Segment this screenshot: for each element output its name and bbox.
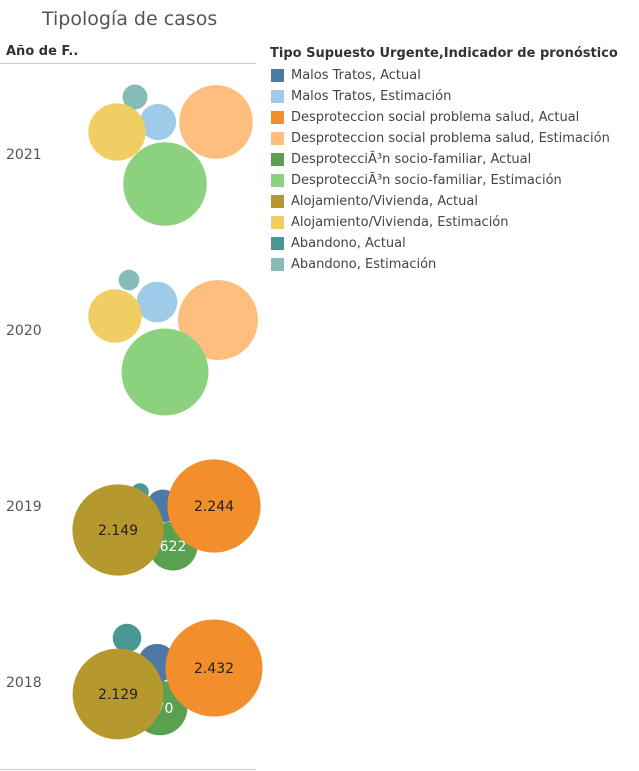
- bubble[interactable]: [179, 85, 253, 159]
- legend-swatch: [271, 237, 284, 250]
- bubble[interactable]: [72, 484, 164, 576]
- legend-item[interactable]: Desproteccion social problema salud, Act…: [270, 107, 618, 128]
- bubble[interactable]: [88, 103, 146, 161]
- bubble-label: 2.129: [98, 687, 138, 703]
- bubble[interactable]: [165, 619, 263, 717]
- row-label: 2018: [6, 675, 42, 691]
- bubble[interactable]: [72, 648, 164, 740]
- row-group-2020: 2020: [6, 269, 258, 416]
- legend-label: Alojamiento/Vivienda, Estimación: [291, 215, 509, 230]
- legend-item[interactable]: Desproteccion social problema salud, Est…: [270, 128, 618, 149]
- bubble-label: 2.244: [194, 499, 234, 515]
- legend-label: DesprotecciÃ³n socio-familiar, Estimació…: [291, 173, 562, 188]
- legend-label: Abandono, Actual: [291, 236, 406, 251]
- bottom-divider: [0, 769, 256, 770]
- bubble[interactable]: [121, 328, 209, 416]
- legend-item[interactable]: Alojamiento/Vivienda, Actual: [270, 191, 618, 212]
- legend-label: Malos Tratos, Actual: [291, 68, 421, 83]
- bubble[interactable]: [139, 103, 177, 141]
- bubble-label: 622: [160, 539, 187, 555]
- legend-swatch: [271, 195, 284, 208]
- bubble[interactable]: [123, 142, 207, 226]
- legend-label: Alojamiento/Vivienda, Actual: [291, 194, 478, 209]
- chart-title: Tipología de casos: [42, 8, 218, 30]
- legend-swatch: [271, 216, 284, 229]
- legend-swatch: [271, 174, 284, 187]
- legend-swatch: [271, 258, 284, 271]
- legend-label: Abandono, Estimación: [291, 257, 437, 272]
- row-header-year[interactable]: Año de F..: [6, 44, 79, 59]
- legend-label: Desproteccion social problema salud, Act…: [291, 110, 580, 125]
- legend-swatch: [271, 111, 284, 124]
- bubble[interactable]: [112, 623, 142, 653]
- legend-item[interactable]: DesprotecciÃ³n socio-familiar, Actual: [270, 149, 618, 170]
- legend-item[interactable]: Abandono, Estimación: [270, 254, 618, 275]
- row-label: 2019: [6, 499, 42, 515]
- legend-swatch: [271, 153, 284, 166]
- legend-swatch: [271, 90, 284, 103]
- legend-label: Desproteccion social problema salud, Est…: [291, 131, 610, 146]
- bubble[interactable]: [136, 281, 178, 323]
- header-divider: [0, 63, 256, 64]
- legend-item[interactable]: DesprotecciÃ³n socio-familiar, Estimació…: [270, 170, 618, 191]
- row-group-2021: 2021: [6, 84, 253, 226]
- color-legend: Tipo Supuesto Urgente,Indicador de pronó…: [270, 46, 618, 275]
- legend-item[interactable]: Abandono, Actual: [270, 233, 618, 254]
- legend-item[interactable]: Alojamiento/Vivienda, Estimación: [270, 212, 618, 233]
- bubble[interactable]: [88, 289, 142, 343]
- legend-swatch: [271, 132, 284, 145]
- legend-label: Malos Tratos, Estimación: [291, 89, 452, 104]
- row-label: 2021: [6, 147, 42, 163]
- bubble[interactable]: [167, 459, 261, 553]
- bubble-label: 2.149: [98, 523, 138, 539]
- legend-title: Tipo Supuesto Urgente,Indicador de pronó…: [270, 46, 618, 61]
- row-label: 2020: [6, 323, 42, 339]
- bubble[interactable]: [178, 280, 258, 360]
- row-group-2019: 2019 622 2.149 2.244: [6, 459, 261, 576]
- legend-item[interactable]: Malos Tratos, Estimación: [270, 86, 618, 107]
- bubble[interactable]: [118, 269, 140, 291]
- bubble-label: 2.432: [194, 661, 234, 677]
- legend-swatch: [271, 69, 284, 82]
- bubble[interactable]: [122, 84, 148, 110]
- bubble-chart: 2021202020196222.1492.24420187702.1292.4…: [6, 84, 263, 740]
- legend-items: Malos Tratos, Actual Malos Tratos, Estima…: [270, 65, 618, 275]
- legend-item[interactable]: Malos Tratos, Actual: [270, 65, 618, 86]
- legend-label: DesprotecciÃ³n socio-familiar, Actual: [291, 152, 532, 167]
